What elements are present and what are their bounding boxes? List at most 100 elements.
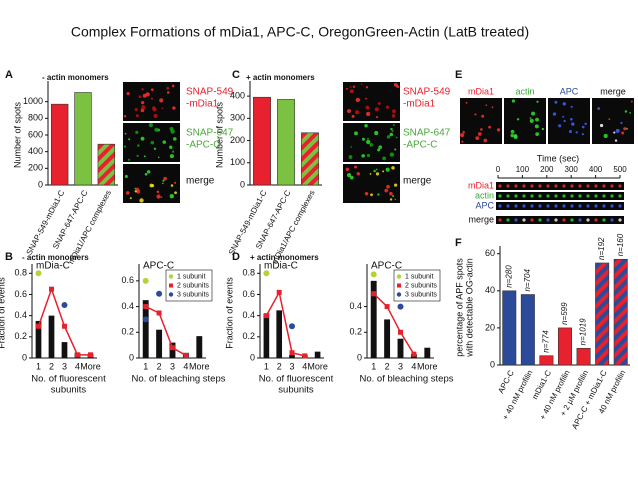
legend-label: 1 subunit <box>177 273 205 280</box>
spot <box>465 101 468 104</box>
line-marker <box>156 310 162 316</box>
spot <box>349 89 354 93</box>
spot <box>536 100 539 103</box>
kymo-spot <box>610 204 614 208</box>
spot <box>624 110 628 113</box>
spot <box>613 131 616 134</box>
spot <box>124 132 127 135</box>
spot <box>365 97 367 100</box>
legend-label: 2 subunits <box>405 282 437 289</box>
spot <box>140 108 145 113</box>
x-tick-label: 1 <box>36 361 41 371</box>
spot <box>128 138 131 141</box>
spot <box>354 131 358 136</box>
kymo-spot <box>522 204 526 208</box>
spot <box>625 127 628 130</box>
spot <box>369 143 374 147</box>
bar <box>97 143 116 186</box>
dot <box>370 271 377 278</box>
x-tick-label: 2 <box>49 361 54 371</box>
kymo-spot <box>562 218 566 222</box>
spot <box>150 88 154 92</box>
micrograph <box>592 98 634 144</box>
y-tick-label: 0 <box>250 352 255 362</box>
kymo-spot <box>602 218 606 222</box>
x-tick-label: 4 <box>75 361 80 371</box>
spot <box>516 118 520 121</box>
spot <box>137 144 140 147</box>
spot <box>570 117 573 121</box>
kymo-spot <box>498 194 502 198</box>
kymo-spot <box>586 218 590 222</box>
spot <box>390 127 393 131</box>
row-label: merge <box>468 214 494 224</box>
kymo-spot <box>562 184 566 188</box>
spot <box>349 175 354 180</box>
y-tick-label: 0.4 <box>14 310 27 320</box>
kymo-spot <box>538 204 542 208</box>
spot <box>558 124 562 128</box>
panel-letter: D <box>232 251 240 263</box>
bar <box>576 348 591 366</box>
spot <box>349 86 352 88</box>
spot <box>126 91 130 96</box>
spot <box>510 133 514 138</box>
image-label: merge <box>403 176 432 187</box>
y-tick-label: 300 <box>230 113 245 123</box>
image-label: SNAP-647 <box>403 128 451 139</box>
kymograph <box>496 192 624 200</box>
kymo-spot <box>610 194 614 198</box>
spot <box>360 83 363 85</box>
spot <box>146 170 151 174</box>
series-line <box>145 305 187 357</box>
bar <box>314 351 321 358</box>
dot <box>142 316 149 323</box>
spot <box>143 155 146 158</box>
kymo-spot <box>522 184 526 188</box>
channel-label: merge <box>600 86 626 96</box>
spot <box>562 115 565 118</box>
bar <box>558 327 572 366</box>
time-tick-label: 200 <box>540 165 554 174</box>
spot <box>161 107 164 110</box>
spot <box>396 85 400 89</box>
bar-note: n=599 <box>560 302 569 325</box>
spot <box>134 187 137 190</box>
y-tick-label: 0.8 <box>242 268 255 278</box>
kymo-spot <box>546 204 550 208</box>
y-tick-label: 0.2 <box>242 331 255 341</box>
micrograph <box>504 98 546 144</box>
bar <box>61 342 68 358</box>
panel-letter: A <box>5 69 13 81</box>
legend-swatch <box>396 292 402 297</box>
spot <box>529 117 532 119</box>
spot <box>389 198 393 201</box>
spot <box>151 184 155 188</box>
subtitle: + actin monomers <box>246 73 315 82</box>
spot <box>364 191 369 196</box>
image-label: -mDia1 <box>186 99 219 110</box>
bar <box>277 99 295 186</box>
spot <box>377 193 380 196</box>
kymo-spot <box>610 184 614 188</box>
bar <box>142 300 149 358</box>
spot <box>480 128 483 131</box>
spot <box>541 127 545 131</box>
kymo-spot <box>602 184 606 188</box>
kymo-spot <box>602 194 606 198</box>
spot <box>386 135 391 139</box>
x-tick-label: 4 <box>302 361 307 371</box>
x-tick-label: 4 <box>183 361 188 371</box>
spot <box>152 107 157 112</box>
spot <box>129 197 132 200</box>
spot <box>172 106 176 110</box>
bar <box>613 258 628 366</box>
kymo-spot <box>522 194 526 198</box>
spot <box>365 86 369 89</box>
y-tick-label: 1000 <box>23 96 43 106</box>
spot <box>394 148 397 151</box>
kymo-spot <box>570 194 574 198</box>
spot <box>162 182 164 185</box>
spot <box>535 117 539 122</box>
spot <box>389 132 394 137</box>
